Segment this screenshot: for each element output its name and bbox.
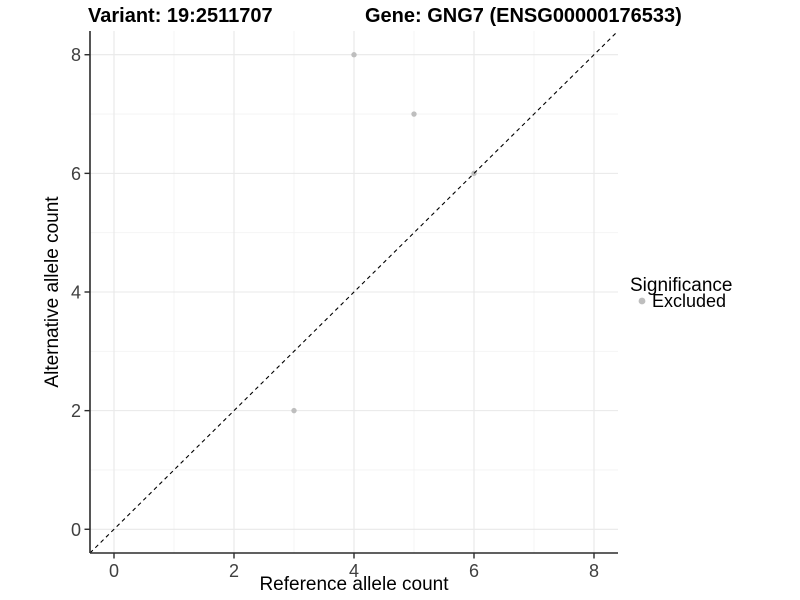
plot-title-gene: Gene: GNG7 (ENSG00000176533) <box>365 5 682 27</box>
data-point-5-7 <box>411 111 417 117</box>
identity-line-layer <box>89 30 619 554</box>
y-tick-label-8: 8 <box>71 45 81 65</box>
legend-title: Significance <box>630 275 732 296</box>
x-tick-label-8: 8 <box>589 561 599 581</box>
x-tick-label-4: 4 <box>349 561 359 581</box>
x-axis-title: Reference allele count <box>259 574 449 595</box>
identity-line <box>89 30 619 554</box>
legend-point-icon <box>638 297 646 305</box>
legend-item-label: Excluded <box>652 291 726 311</box>
axis-tick-labels: 0 2 4 6 8 0 2 4 6 8 <box>71 45 599 581</box>
data-point-4-8 <box>351 52 357 58</box>
data-points-layer <box>291 52 477 414</box>
y-tick-label-2: 2 <box>71 401 81 421</box>
y-tick-label-0: 0 <box>71 520 81 540</box>
x-tick-label-2: 2 <box>229 561 239 581</box>
plot-title-variant: Variant: 19:2511707 <box>88 5 273 27</box>
y-axis-title: Alternative allele count <box>42 196 63 388</box>
y-tick-label-4: 4 <box>71 283 81 303</box>
x-tick-label-0: 0 <box>109 561 119 581</box>
data-point-3-2 <box>291 407 297 414</box>
legend: Significance Excluded <box>630 275 732 311</box>
y-tick-label-6: 6 <box>71 164 81 184</box>
axis-tick-marks <box>84 54 595 559</box>
x-tick-label-6: 6 <box>469 561 479 581</box>
